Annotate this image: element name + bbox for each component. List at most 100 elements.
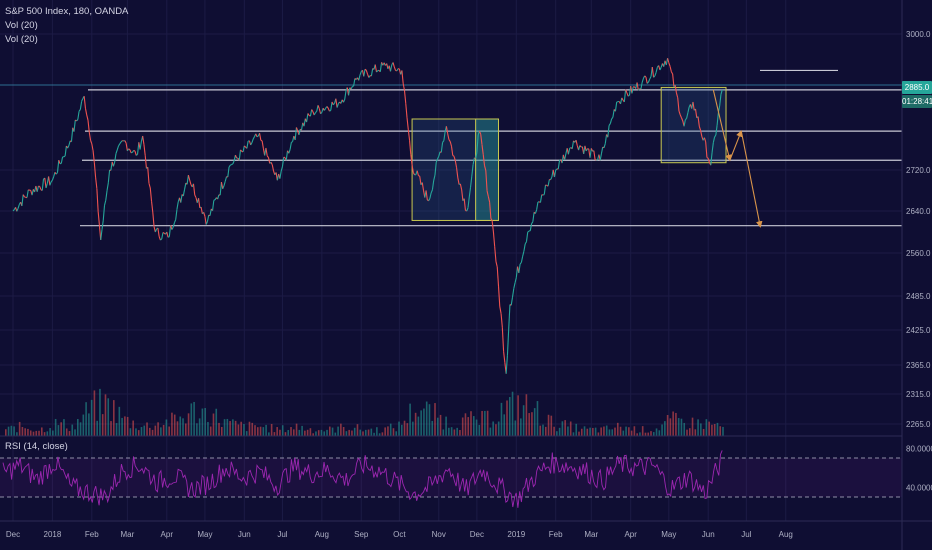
price-segment [442,140,445,143]
volume-bar [364,429,367,436]
volume-legend-1[interactable]: Vol (20) [5,20,38,31]
price-segment [619,97,623,104]
price-segment [81,98,84,102]
price-segment [285,150,289,161]
volume-bar [151,429,154,436]
price-segment [266,155,269,158]
price-segment [105,190,108,201]
price-segment [714,134,717,138]
rsi-legend[interactable]: RSI (14, close) [5,441,68,452]
volume-bar [99,388,101,436]
price-segment [678,110,681,116]
price-segment [213,199,216,201]
projection-arrows[interactable] [712,89,763,228]
price-tick-label: 2485.0 [906,292,931,301]
volume-bar [171,412,173,436]
price-segment [344,90,347,100]
volume-legend-2[interactable]: Vol (20) [5,34,38,45]
price-segment [147,167,150,184]
volume-bar [431,420,434,436]
volume-bar [680,418,683,436]
volume-bar [486,410,489,436]
price-segment [227,166,230,177]
volume-bar [423,408,425,436]
price-segment [50,179,53,183]
volume-bar [691,417,694,436]
volume-bar [262,427,265,436]
price-segment [527,230,530,233]
price-segment [715,125,718,136]
volume-bar [497,421,500,436]
volume-bar [256,427,259,436]
range-boxes[interactable] [411,86,727,221]
price-segment [711,142,714,154]
volume-bar [569,421,572,436]
range-box[interactable] [475,118,500,221]
price-segment [358,74,361,81]
price-segment [326,106,329,109]
volume-bar [478,424,481,436]
range-box[interactable] [660,86,727,164]
price-segment [459,183,463,190]
volume-bar [112,400,115,436]
volume-bar [683,422,686,436]
volume-bar [475,419,478,436]
volume-bar [268,432,270,436]
volume-bar [229,421,231,436]
price-segment [641,78,644,83]
price-segment [609,118,613,124]
price-segment [368,75,371,78]
time-axis[interactable]: Dec 2018 Feb Mar Apr May Jun Jul Aug Sep Oct Nov Dec… [6,530,793,539]
price-segment [720,89,723,95]
time-tick-label: Dec [6,530,20,539]
time-tick-label: Mar [120,530,134,539]
price-segment [429,192,432,199]
horizontal-levels[interactable] [0,69,902,227]
price-segment [26,189,29,198]
rsi-axis[interactable]: 80.0000 40.0000 [906,444,932,492]
volume-bar [561,421,564,436]
volume-bar [520,418,522,436]
time-tick-label: Oct [393,530,406,539]
price-segment [589,148,592,158]
price-segment [17,204,20,209]
volume-bar [409,403,411,436]
volume-bar [412,421,414,436]
volume-bar [331,427,334,436]
volume-bar [218,422,220,436]
volume-bar [434,403,436,436]
price-segment [318,108,322,114]
price-segment [44,178,47,188]
price-segment [152,212,155,227]
price-segment [323,107,327,111]
volume-bar [489,427,492,436]
price-segment [461,189,464,201]
volume-bar [292,429,295,436]
price-segment [476,134,479,153]
projection-arrow[interactable] [740,131,763,228]
volume-bar [35,430,38,436]
price-segment [411,165,414,173]
price-segment [220,182,224,189]
price-segment [637,88,640,91]
price-segment [486,190,489,197]
price-segment [496,266,500,287]
volume-bar [143,425,146,436]
price-segment [475,152,478,159]
price-segment [91,143,94,151]
price-segment [24,196,26,198]
price-segment [659,67,662,71]
price-segment [668,62,671,67]
price-segment [604,134,608,144]
volume-bar [21,426,24,436]
volume-bar [592,427,594,436]
symbol-legend[interactable]: S&P 500 Index, 180, OANDA [5,6,129,17]
rsi-zone [0,457,902,498]
price-axis[interactable]: 3000.0 2720.0 2640.0 2560.0 2485.0 2425.0 2365… [906,30,931,429]
volume-bar [57,425,60,436]
volume-bar [90,399,93,436]
price-segment [491,220,494,233]
projection-arrow[interactable] [729,130,743,161]
projection-arrow[interactable] [712,89,732,162]
